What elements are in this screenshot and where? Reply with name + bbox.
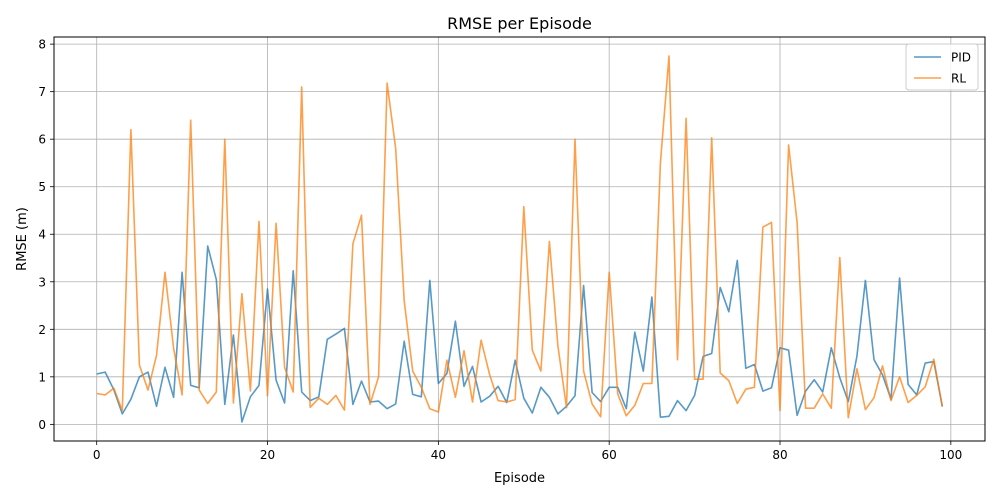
x-tick-label: 80 — [772, 448, 787, 462]
y-tick-label: 4 — [38, 228, 46, 242]
y-tick-label: 7 — [38, 85, 46, 99]
y-tick-label: 1 — [38, 370, 46, 384]
legend-label-rl: RL — [951, 72, 966, 86]
x-tick-label: 40 — [431, 448, 446, 462]
x-axis-ticks: 0 20 40 60 80 100 — [93, 441, 962, 462]
chart-title: RMSE per Episode — [447, 14, 592, 33]
x-tick-label: 60 — [602, 448, 617, 462]
y-axis-ticks: 0 1 2 3 4 5 6 7 8 — [38, 38, 54, 432]
legend: PID RL — [905, 43, 979, 91]
y-tick-label: 2 — [38, 323, 46, 337]
plot-frame — [53, 36, 986, 442]
y-tick-label: 3 — [38, 275, 46, 289]
x-tick-label: 0 — [93, 448, 101, 462]
series-layer — [96, 55, 944, 423]
y-tick-label: 8 — [38, 38, 46, 52]
series-line-pid — [96, 245, 944, 423]
x-axis-label: Episode — [494, 471, 545, 486]
y-axis-label: RMSE (m) — [15, 207, 30, 271]
x-tick-label: 100 — [939, 448, 962, 462]
x-tick-label: 20 — [260, 448, 275, 462]
series-line-rl — [96, 55, 944, 419]
y-tick-label: 6 — [38, 133, 46, 147]
y-tick-label: 5 — [38, 180, 46, 194]
grid — [54, 37, 985, 441]
legend-label-pid: PID — [951, 51, 971, 65]
y-tick-label: 0 — [38, 418, 46, 432]
